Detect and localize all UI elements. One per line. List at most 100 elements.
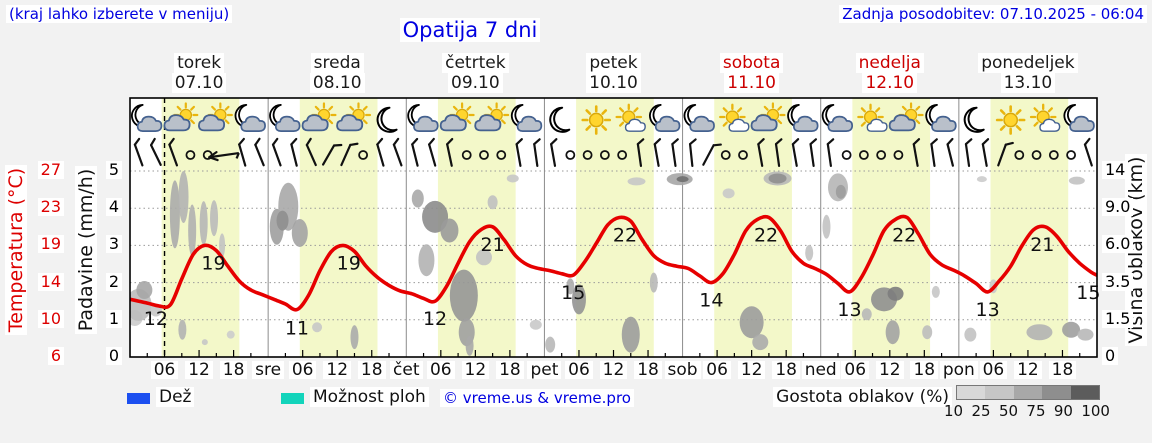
wind-barb-icon bbox=[133, 137, 144, 167]
cloud-blob bbox=[887, 286, 904, 301]
wind-barb-icon bbox=[533, 138, 541, 167]
day-name: četrtek bbox=[442, 53, 509, 73]
day-abbr-label: sob bbox=[663, 361, 703, 379]
temperature-value-label: 15 bbox=[561, 282, 585, 304]
wind-calm-icon bbox=[1014, 150, 1025, 160]
cloud-blob bbox=[545, 336, 556, 353]
hour-label: 06 bbox=[421, 361, 461, 379]
wind-barb-icon bbox=[636, 138, 645, 167]
moon-cloud-icon bbox=[821, 103, 854, 132]
sun-cloud-icon bbox=[474, 102, 510, 132]
hour-label: 18 bbox=[904, 361, 944, 379]
sun-cloud-white-icon bbox=[1029, 103, 1061, 132]
cloud-blob bbox=[922, 325, 933, 340]
wind-barb-icon bbox=[271, 137, 282, 167]
temperature-value-label: 22 bbox=[613, 225, 637, 247]
gradient-tick-label: 90 bbox=[1053, 402, 1073, 420]
moon-cloud-icon bbox=[234, 103, 266, 132]
wind-barb-icon bbox=[149, 137, 162, 166]
temperature-value-label: 21 bbox=[1030, 234, 1054, 256]
cloud-blob bbox=[199, 201, 208, 246]
cloud-blob bbox=[312, 322, 323, 333]
day-header-sobota: sobota 11.10 bbox=[683, 53, 821, 93]
cloud-density-gradient bbox=[956, 385, 1100, 400]
hour-label: 12 bbox=[179, 361, 219, 379]
wind-calm-icon bbox=[1048, 150, 1059, 160]
wind-barb-icon bbox=[809, 138, 818, 167]
copyright: © vreme.us & vreme.pro bbox=[440, 389, 634, 407]
cloud-blob bbox=[571, 284, 586, 315]
hour-label: 18 bbox=[628, 361, 668, 379]
axis-tick-label: 19 bbox=[34, 235, 64, 254]
temperature-value-label: 19 bbox=[337, 252, 361, 274]
cloud-blob bbox=[226, 330, 235, 339]
wind-barb-icon bbox=[168, 137, 179, 167]
day-date: 13.10 bbox=[1000, 73, 1056, 93]
cloud-blob bbox=[169, 180, 180, 249]
last-update: Zadnja posodobitev: 07.10.2025 - 06:04 bbox=[839, 5, 1147, 23]
hour-label: 12 bbox=[870, 361, 910, 379]
wind-barb-icon bbox=[997, 141, 1014, 167]
day-date: 07.10 bbox=[171, 73, 227, 93]
moon-icon bbox=[549, 106, 571, 133]
temperature-value-label: 19 bbox=[201, 252, 225, 274]
axis-tick-label: 14 bbox=[34, 272, 64, 291]
cloud-density-tick-labels: 10 25 50 75 90 100 bbox=[944, 402, 1110, 420]
gradient-segment bbox=[1070, 386, 1100, 399]
wind-calm-icon bbox=[496, 150, 507, 160]
temperature-value-label: 15 bbox=[1076, 282, 1100, 304]
gradient-tick-label: 25 bbox=[971, 402, 991, 420]
cloud-blob bbox=[768, 173, 787, 184]
moon-cloud-icon bbox=[1063, 103, 1095, 132]
gradient-tick-label: 10 bbox=[944, 402, 964, 420]
temperature-value-label: 11 bbox=[285, 318, 309, 340]
axis-tick-label: 2 bbox=[98, 272, 122, 291]
cloud-blob bbox=[861, 308, 872, 321]
wind-barb-icon bbox=[946, 137, 954, 167]
axis-tick-label: 0 bbox=[1102, 347, 1144, 365]
axis-tick-label: 14 bbox=[1102, 161, 1144, 179]
axis-tick-label: 1.5 bbox=[1102, 309, 1144, 328]
axis-tick-label: 10 bbox=[34, 309, 64, 328]
axis-tick-label: 4 bbox=[98, 198, 122, 217]
day-date: 11.10 bbox=[724, 73, 779, 93]
day-date: 08.10 bbox=[309, 73, 365, 93]
wind-barb-icon bbox=[376, 137, 385, 167]
cloud-blob bbox=[529, 319, 542, 330]
cloud-blob bbox=[136, 281, 153, 300]
cloud-blob bbox=[976, 176, 987, 183]
wind-barb-icon bbox=[238, 137, 247, 167]
wind-barb-icon bbox=[290, 137, 298, 167]
cloud-layer bbox=[130, 171, 1094, 356]
axis-tick-label: 1 bbox=[98, 309, 122, 328]
wind-calm-icon bbox=[582, 150, 593, 160]
hour-label: 12 bbox=[1008, 361, 1048, 379]
wind-barb-icon bbox=[515, 138, 523, 167]
wind-barb-icon bbox=[964, 138, 973, 167]
cloud-blob bbox=[739, 306, 764, 339]
day-name: sreda bbox=[310, 53, 364, 73]
axis-tick-label: 6 bbox=[34, 347, 64, 365]
moon-icon bbox=[963, 106, 985, 133]
cloud-blob bbox=[449, 269, 478, 322]
axis-tick-label: 5 bbox=[98, 161, 122, 179]
day-header-četrtek: četrtek 09.10 bbox=[406, 53, 544, 93]
cloud-blob bbox=[1068, 176, 1085, 185]
sun-cloud-icon bbox=[336, 102, 372, 132]
cloud-blob bbox=[621, 316, 640, 353]
cloud-blob bbox=[418, 244, 435, 277]
sun-cloud-icon bbox=[750, 102, 786, 132]
temperature-value-label: 21 bbox=[481, 234, 505, 256]
gradient-segment bbox=[1042, 386, 1071, 399]
cloud-blob bbox=[822, 214, 831, 239]
day-name: petek bbox=[586, 53, 641, 73]
rain-swatch bbox=[127, 393, 150, 404]
axis-tick-label: 23 bbox=[34, 198, 64, 217]
hour-label: 06 bbox=[697, 361, 737, 379]
day-abbr-label: pon bbox=[939, 361, 979, 379]
gradient-tick-label: 75 bbox=[1026, 402, 1046, 420]
cloud-blob bbox=[465, 335, 474, 356]
gradient-segment bbox=[985, 386, 1014, 399]
hour-label: 12 bbox=[455, 361, 495, 379]
